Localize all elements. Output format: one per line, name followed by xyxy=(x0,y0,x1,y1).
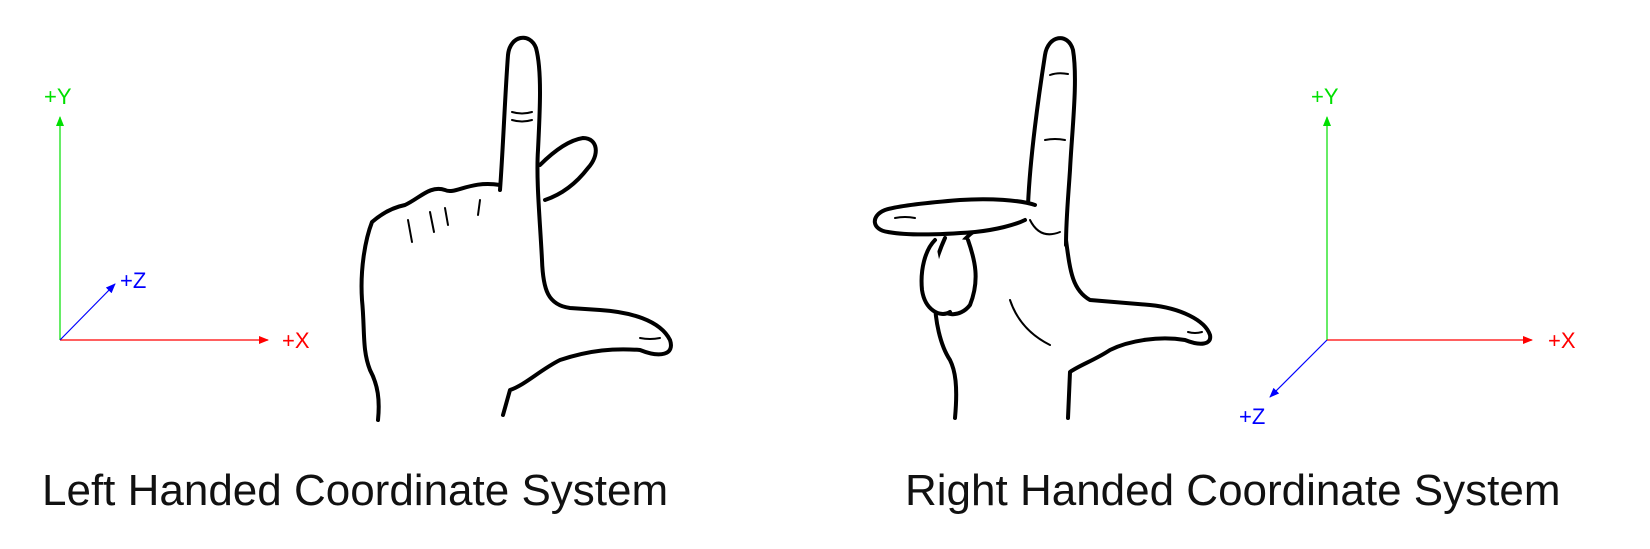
left-hand-illustration xyxy=(359,35,673,422)
right-y-label: +Y xyxy=(1311,84,1339,109)
right-z-axis xyxy=(1269,339,1328,398)
right-x-label: +X xyxy=(1548,328,1576,353)
left-z-axis xyxy=(59,283,116,341)
right-caption: Right Handed Coordinate System xyxy=(905,466,1560,515)
left-caption: Left Handed Coordinate System xyxy=(42,466,668,515)
left-axes: +Y +X +Z xyxy=(44,84,310,353)
left-x-label: +X xyxy=(282,328,310,353)
right-hand-illustration xyxy=(872,36,1213,420)
right-z-label: +Z xyxy=(1239,404,1265,429)
left-z-label: +Z xyxy=(120,268,146,293)
left-y-label: +Y xyxy=(44,84,72,109)
right-axes: +Y +X +Z xyxy=(1239,84,1576,429)
